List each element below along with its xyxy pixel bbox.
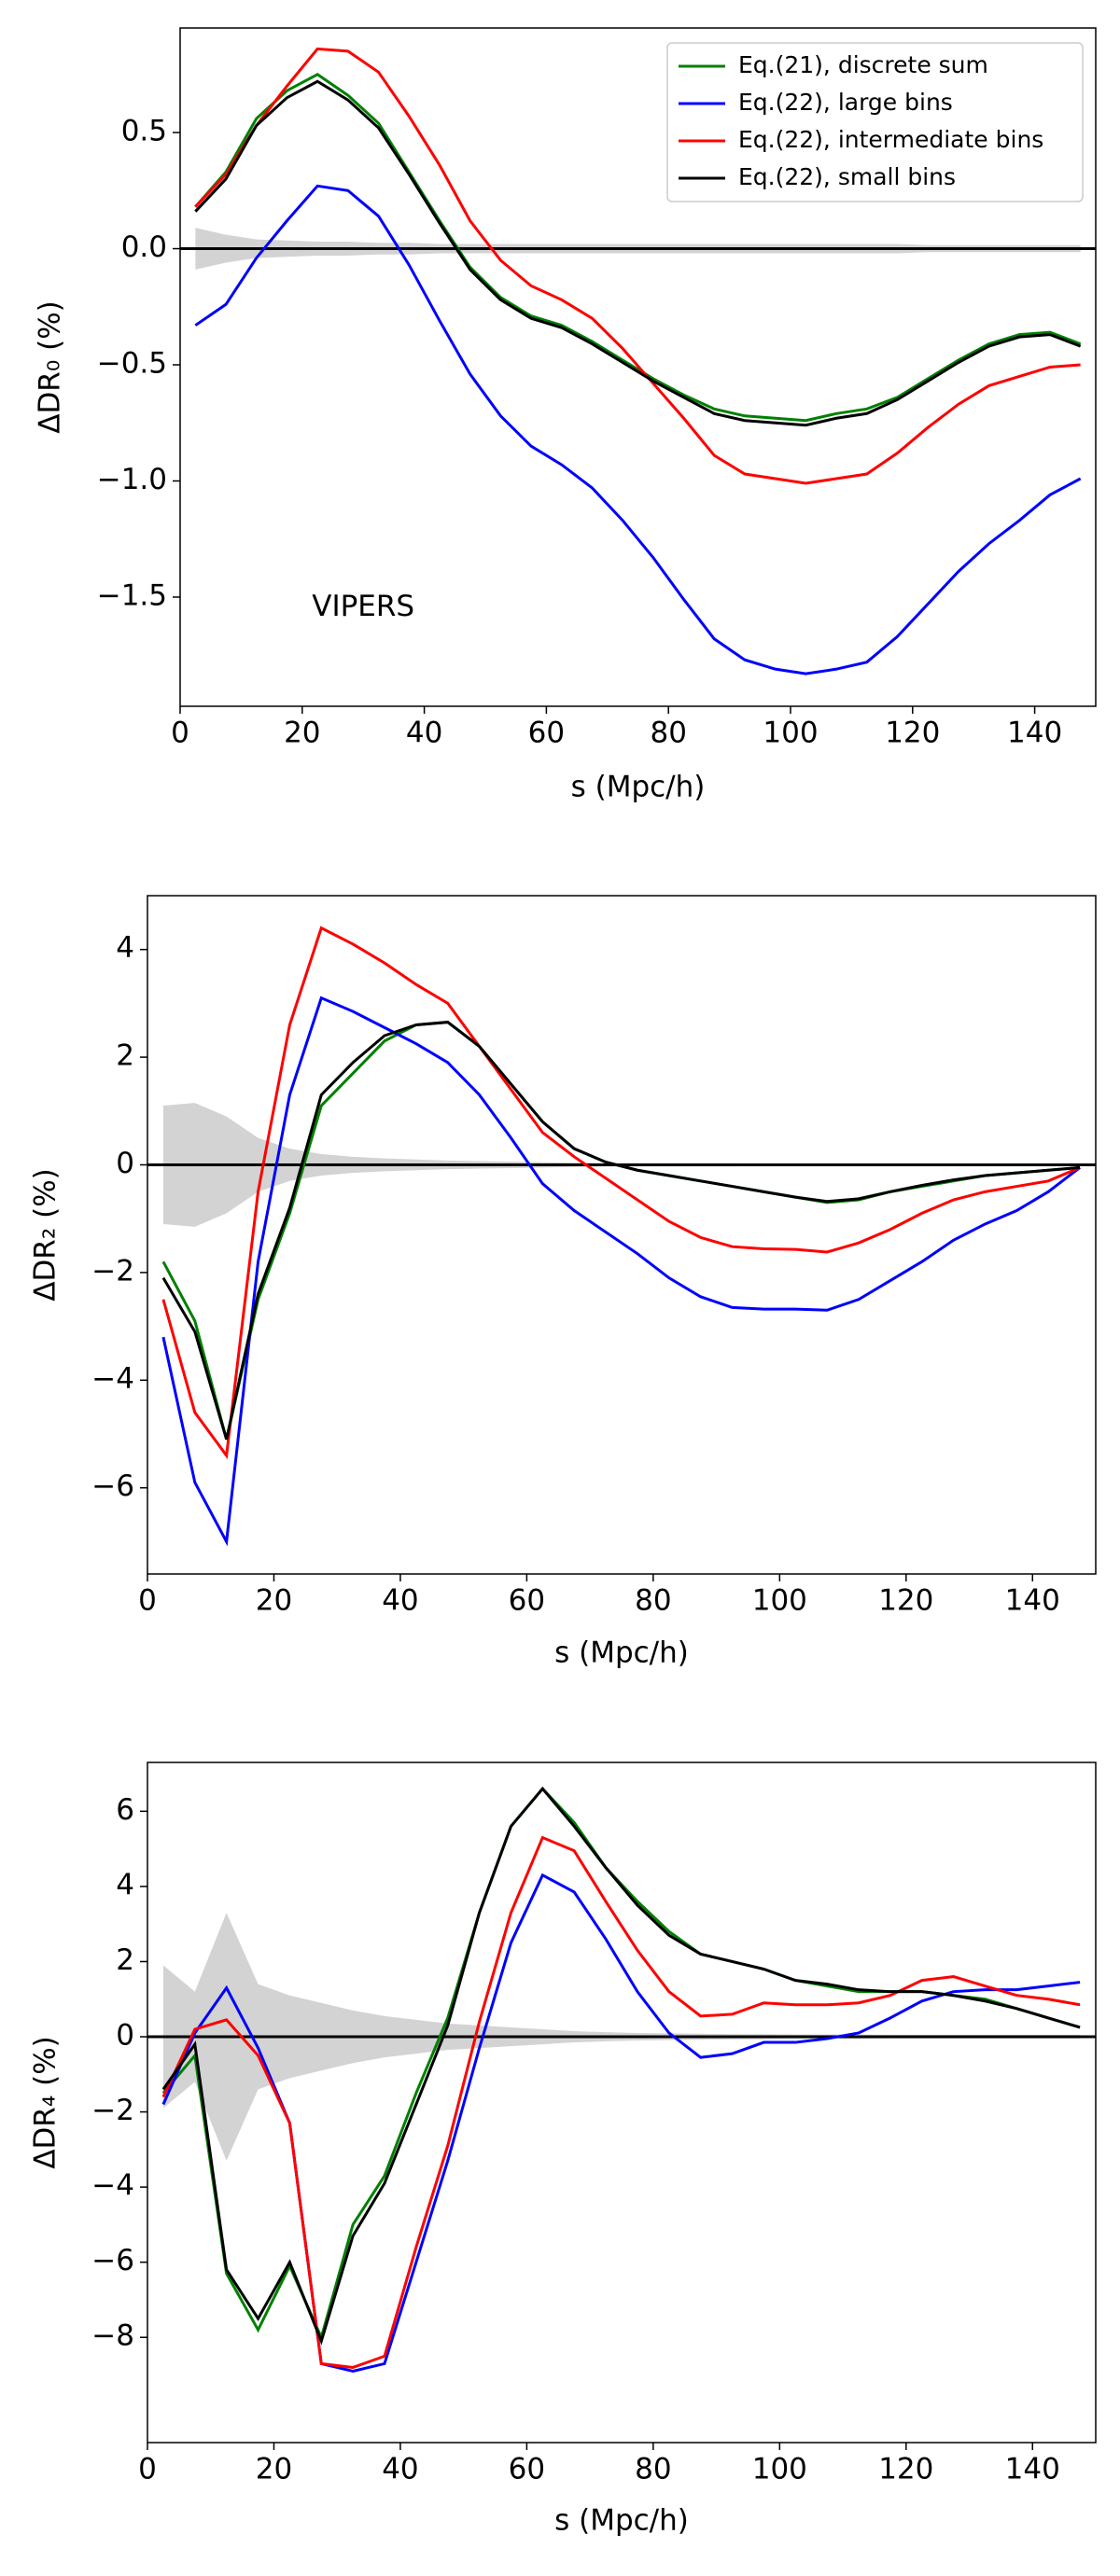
series-line xyxy=(161,1786,1081,2346)
axes-frame xyxy=(179,27,1097,707)
series-line xyxy=(194,79,1082,427)
legend-label: Eq.(22), small bins xyxy=(738,163,956,190)
y-tick-label: −2 xyxy=(91,2094,134,2127)
y-tick-label: 2 xyxy=(116,1039,134,1073)
x-tick-label: 20 xyxy=(256,1584,292,1618)
x-tick-label: 0 xyxy=(138,1584,157,1618)
x-tick-label: 140 xyxy=(1005,1584,1060,1618)
y-tick-label: 0 xyxy=(116,2019,134,2053)
x-tick-label: 80 xyxy=(635,1584,671,1618)
x-tick-label: 100 xyxy=(763,717,818,750)
y-tick-label: −6 xyxy=(91,1469,134,1503)
x-tick-label: 100 xyxy=(752,2453,807,2486)
x-tick-label: 40 xyxy=(406,717,442,750)
y-tick-label: 6 xyxy=(116,1793,134,1827)
legend-label: Eq.(22), intermediate bins xyxy=(738,126,1043,153)
y-tick-label: 4 xyxy=(116,1868,134,1901)
x-tick-label: 100 xyxy=(752,1584,807,1618)
y-tick-label: 2 xyxy=(116,1943,134,1977)
y-tick-label: −2 xyxy=(91,1254,134,1288)
x-tick-label: 60 xyxy=(509,1584,545,1618)
y-tick-label: −4 xyxy=(91,2169,134,2203)
x-tick-label: 20 xyxy=(284,717,320,750)
y-axis-label: ΔDR₀ (%) xyxy=(34,300,67,434)
series-line xyxy=(161,1873,1081,2374)
legend-label: Eq.(22), large bins xyxy=(738,89,953,116)
legend: Eq.(21), discrete sum Eq.(22), large bins… xyxy=(666,42,1084,202)
x-axis-label: s (Mpc/h) xyxy=(571,771,706,804)
y-tick-label: −0.5 xyxy=(97,347,167,381)
series-line xyxy=(161,1021,1081,1441)
x-axis-label: s (Mpc/h) xyxy=(554,2504,689,2538)
x-tick-label: 60 xyxy=(509,2453,545,2486)
x-tick-label: 80 xyxy=(635,2453,671,2486)
x-tick-label: 120 xyxy=(885,717,940,750)
plot-area xyxy=(147,926,1096,1547)
x-tick-label: 0 xyxy=(138,2453,157,2486)
y-axis-label: ΔDR₄ (%) xyxy=(29,2036,63,2169)
x-axis-label: s (Mpc/h) xyxy=(554,1636,689,1670)
series-line xyxy=(194,47,1081,485)
plot-area xyxy=(147,1786,1096,2374)
series-line xyxy=(194,73,1082,423)
legend-box xyxy=(666,42,1084,202)
x-tick-label: 120 xyxy=(878,2453,933,2486)
legend-label: Eq.(21), discrete sum xyxy=(738,51,988,78)
y-tick-label: 4 xyxy=(116,931,134,965)
y-tick-label: −1.5 xyxy=(97,578,167,612)
panel: 0 20 40 60 80 100 120 140 −8 −6 −4 −2 0 2 4 6 s (Mpc/h) Δ… xyxy=(29,1761,1097,2538)
y-tick-label: 0 xyxy=(116,1147,134,1180)
y-axis-label: ΔDR₂ (%) xyxy=(29,1168,63,1302)
x-tick-label: 140 xyxy=(1007,717,1062,750)
axes-frame xyxy=(147,1761,1097,2444)
series-line xyxy=(161,996,1081,1547)
series-line xyxy=(161,1835,1081,2369)
plot-area xyxy=(180,47,1096,675)
x-tick-label: 20 xyxy=(256,2453,292,2486)
y-tick-label: −1.0 xyxy=(97,463,167,496)
y-tick-label: 0.0 xyxy=(121,230,167,264)
x-tick-label: 0 xyxy=(171,717,189,750)
x-tick-label: 140 xyxy=(1005,2453,1060,2486)
series-line xyxy=(194,184,1082,675)
panel: 0 20 40 60 80 100 120 140 −6 −4 −2 0 2 4 s (Mpc/h) ΔDR₂… xyxy=(29,895,1097,1670)
y-tick-label: −6 xyxy=(91,2244,134,2277)
series-line xyxy=(161,926,1081,1460)
y-tick-label: −4 xyxy=(91,1362,134,1396)
y-tick-label: 0.5 xyxy=(121,115,167,148)
panel: 0 20 40 60 80 100 120 140 −1.5 −1.0 −0.5 0.0 0.5 s (M… xyxy=(34,27,1097,804)
x-tick-label: 40 xyxy=(382,2453,418,2486)
annotation: VIPERS xyxy=(312,590,414,623)
series-line xyxy=(161,1021,1081,1441)
x-tick-label: 40 xyxy=(382,1584,418,1618)
x-tick-label: 120 xyxy=(878,1584,933,1618)
x-tick-label: 80 xyxy=(650,717,686,750)
y-tick-label: −8 xyxy=(91,2319,134,2353)
x-tick-label: 60 xyxy=(528,717,565,750)
axes-frame xyxy=(147,895,1097,1575)
